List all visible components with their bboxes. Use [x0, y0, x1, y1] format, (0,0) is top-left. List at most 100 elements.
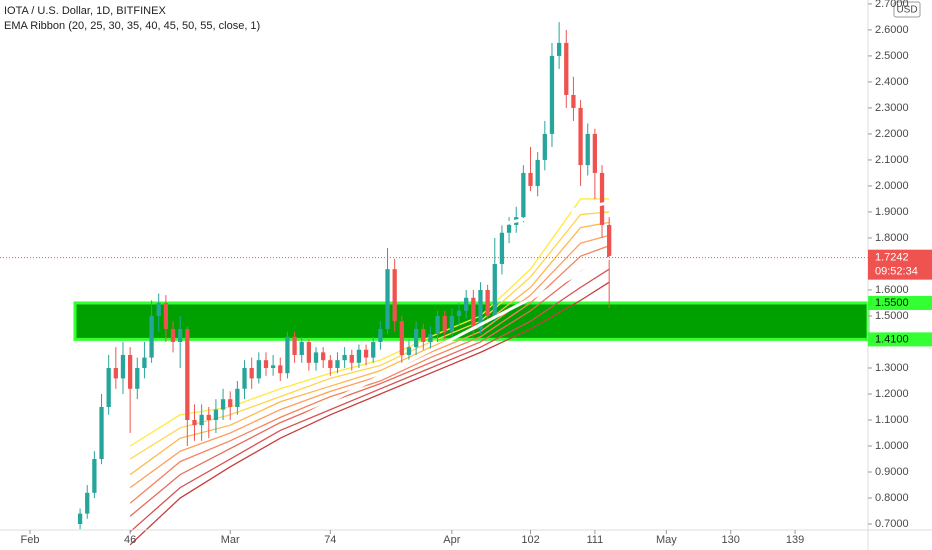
- candle-body: [399, 321, 404, 355]
- candle-body: [335, 360, 340, 368]
- candle-body: [299, 341, 304, 355]
- last-price-box: [868, 249, 932, 280]
- y-tick-label: 2.2000: [875, 128, 909, 140]
- y-tick-label: 2.0000: [875, 180, 909, 192]
- candle-body: [435, 315, 440, 335]
- candle-body: [549, 55, 555, 134]
- candle-body: [292, 336, 297, 355]
- candle-body: [249, 367, 254, 379]
- candle-body: [456, 310, 462, 316]
- candle-body: [371, 341, 376, 358]
- zone-label: 1.4100: [875, 333, 909, 345]
- candle-body: [363, 349, 369, 358]
- y-tick-label: 2.4000: [875, 76, 909, 88]
- candle-body: [378, 328, 383, 342]
- candle-body: [142, 357, 147, 368]
- candle-body: [113, 367, 118, 379]
- candle-body: [106, 367, 111, 407]
- candle-body: [556, 42, 562, 56]
- candle-body: [471, 297, 476, 329]
- candle-body: [313, 352, 319, 363]
- x-tick-label: Mar: [221, 534, 240, 546]
- indicator-label: EMA Ribbon (20, 25, 30, 35, 40, 45, 50, …: [4, 20, 260, 32]
- zone-label-box: [868, 295, 932, 310]
- ema-line: [129, 221, 610, 476]
- candle-body: [213, 409, 219, 420]
- x-tick-label: May: [656, 534, 677, 546]
- candle-body: [607, 224, 612, 259]
- candle-body: [485, 289, 490, 316]
- y-tick-label: 2.7000: [875, 0, 909, 10]
- zone-label-box: [868, 332, 932, 347]
- candle-body: [256, 360, 261, 379]
- candle-body: [521, 172, 526, 218]
- plot-area: [0, 22, 870, 546]
- candle-body: [263, 360, 269, 368]
- candle-body: [478, 289, 483, 329]
- x-tick-label: 139: [786, 534, 804, 546]
- candle-body: [328, 360, 333, 368]
- candle-body: [528, 172, 533, 186]
- candle-body: [192, 419, 197, 426]
- ema-line: [129, 245, 610, 504]
- candle-body: [185, 328, 190, 420]
- candle-body: [406, 347, 412, 355]
- currency-box[interactable]: [893, 1, 921, 18]
- y-tick-label: 1.3000: [875, 362, 909, 374]
- candle-body: [306, 341, 312, 363]
- candle-body: [349, 354, 354, 363]
- y-tick-label: 1.9000: [875, 206, 909, 218]
- candle-body: [442, 315, 447, 332]
- currency[interactable]: USD: [896, 5, 917, 16]
- candle-body: [278, 365, 283, 374]
- x-tick-label: 46: [124, 534, 136, 546]
- trendline: [182, 166, 787, 479]
- candle-body: [464, 297, 469, 311]
- y-tick-label: 0.8000: [875, 492, 909, 504]
- x-tick-label: Feb: [21, 534, 40, 546]
- candle-body: [92, 459, 97, 493]
- y-tick-label: 1.6000: [875, 284, 909, 296]
- candle-body: [599, 172, 605, 225]
- candle-body: [149, 315, 154, 358]
- candle-body: [242, 367, 247, 389]
- candle-body: [385, 269, 390, 329]
- candle-body: [356, 349, 362, 363]
- chart-title: IOTA / U.S. Dollar, 1D, BITFINEX: [4, 5, 166, 17]
- candle-body: [506, 224, 512, 233]
- candle-body: [578, 107, 583, 166]
- candle-body: [449, 315, 455, 332]
- countdown: 09:52:34: [875, 266, 918, 278]
- y-tick-label: 0.7000: [875, 518, 909, 530]
- y-tick-label: 2.3000: [875, 102, 909, 114]
- candle-body: [85, 492, 90, 514]
- ema-line: [129, 258, 610, 517]
- ema-line: [129, 281, 610, 546]
- y-tick-label: 1.2000: [875, 388, 909, 400]
- y-tick-label: 1.8000: [875, 232, 909, 244]
- candle-body: [156, 302, 161, 316]
- candle-body: [285, 336, 290, 374]
- candle-body: [571, 94, 576, 108]
- candle-body: [199, 414, 204, 426]
- ema-line: [129, 268, 610, 533]
- zone-label: 1.5500: [875, 297, 909, 309]
- candle-body: [178, 328, 183, 342]
- x-tick-label: 102: [521, 534, 539, 546]
- y-tick-label: 1.0000: [875, 440, 909, 452]
- candle-body: [163, 302, 169, 329]
- candle-body: [120, 354, 126, 379]
- candle-body: [127, 354, 133, 389]
- candle-body: [592, 133, 598, 173]
- candle-body: [270, 365, 276, 368]
- candle-body: [585, 133, 590, 166]
- x-tick-label: 111: [587, 534, 604, 546]
- candle-body: [206, 414, 211, 420]
- candle-body: [564, 42, 569, 95]
- candle-body: [413, 328, 419, 348]
- candle-body: [77, 513, 83, 525]
- y-tick-label: 1.5000: [875, 310, 909, 322]
- ema-line: [129, 211, 610, 460]
- candle-body: [235, 388, 240, 407]
